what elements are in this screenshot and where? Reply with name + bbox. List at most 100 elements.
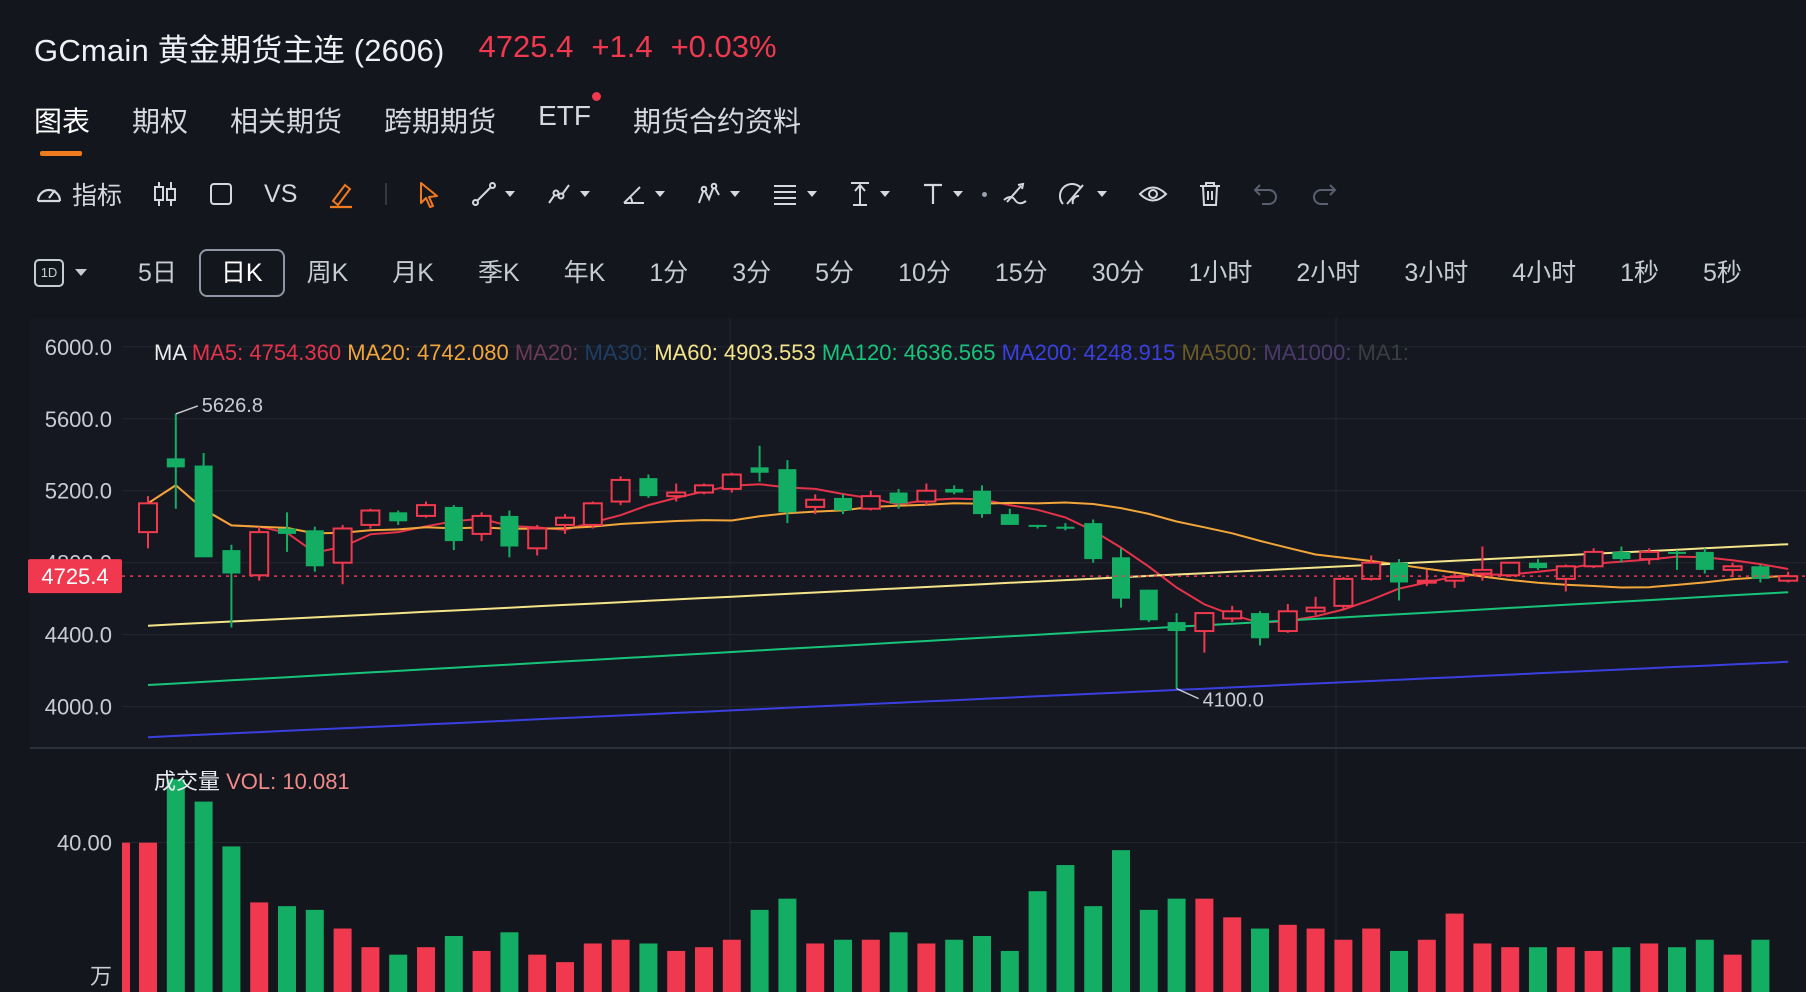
candle [138, 496, 158, 549]
tab-related-futures[interactable]: 相关期货 [230, 100, 342, 146]
candle-body [1695, 551, 1714, 570]
text-tool[interactable] [921, 172, 964, 216]
candle-body [834, 497, 852, 511]
period-1s[interactable]: 1秒 [1620, 259, 1660, 287]
volume-bar [1640, 943, 1659, 992]
candle [500, 510, 519, 558]
period-30min[interactable]: 30分 [1091, 259, 1145, 287]
volume-bar [1390, 950, 1408, 992]
volume-bar [1195, 898, 1214, 992]
candle-body [778, 469, 797, 513]
candle-body [305, 530, 324, 567]
visibility-toggle[interactable] [1138, 172, 1168, 216]
y-tick-label: 5200.0 [45, 479, 112, 504]
period-5d[interactable]: 5日 [138, 259, 177, 287]
tab-calendar-spread[interactable]: 跨期期货 [384, 100, 496, 146]
undo-icon [1252, 181, 1280, 207]
tab-options[interactable]: 期权 [132, 100, 188, 146]
candle [1139, 589, 1158, 623]
candle [805, 494, 826, 515]
period-weekly[interactable]: 周K [306, 259, 349, 287]
volume-bar [611, 939, 630, 992]
trendline-tool[interactable] [471, 172, 516, 216]
candle-body [1416, 579, 1437, 584]
period-daily[interactable]: 日K [198, 249, 285, 297]
volume-bar [861, 939, 880, 992]
period-monthly[interactable]: 月K [392, 259, 434, 287]
candle-body [1194, 612, 1215, 633]
candlestick-icon [152, 179, 178, 209]
period-10min[interactable]: 10分 [898, 259, 951, 287]
multiline-tool[interactable] [546, 172, 591, 216]
tab-chart-label: 图表 [34, 106, 91, 137]
candle [916, 483, 937, 506]
brush-button[interactable] [327, 172, 355, 216]
redo-icon [1310, 181, 1338, 207]
period-2h[interactable]: 2小时 [1296, 259, 1361, 287]
volume-bar [834, 939, 852, 992]
redo-button[interactable] [1310, 172, 1338, 216]
candle-body [166, 458, 185, 468]
instrument-title: GCmain 黄金期货主连 (2606) [34, 32, 445, 68]
volume-bar [917, 943, 936, 992]
volume-bar [1112, 850, 1130, 992]
period-quarterly[interactable]: 季K [477, 259, 520, 287]
hide-drawings-tool[interactable] [1059, 172, 1108, 216]
square-icon [208, 181, 234, 207]
candle [1251, 611, 1269, 646]
volume-bar [1139, 909, 1158, 992]
volume-bar [1584, 950, 1603, 992]
period-dropdown[interactable]: 1D [34, 259, 88, 287]
cursor-icon [417, 180, 441, 208]
candle-body [1390, 562, 1408, 583]
candle-body [694, 484, 714, 494]
period-4h[interactable]: 4小时 [1512, 259, 1577, 287]
candle-body [1251, 613, 1269, 639]
period-3h[interactable]: 3小时 [1404, 259, 1469, 287]
candle [1695, 548, 1714, 574]
chevron-down-icon [1096, 190, 1108, 198]
undo-button[interactable] [1252, 172, 1280, 216]
period-yearly[interactable]: 年K [563, 259, 606, 287]
fib-icon [771, 181, 799, 207]
period-5s[interactable]: 5秒 [1703, 259, 1742, 287]
volume-bar [528, 954, 547, 992]
vs-icon: VS [264, 179, 298, 208]
cursor-tool[interactable] [417, 172, 441, 216]
pattern-tool[interactable] [696, 172, 741, 216]
candle [166, 413, 185, 509]
layout-button[interactable] [208, 172, 234, 216]
y-tick-label: 5600.0 [45, 407, 112, 432]
candle [721, 472, 742, 493]
period-3min[interactable]: 3分 [732, 259, 772, 287]
angle-tool[interactable] [621, 172, 666, 216]
period-5min[interactable]: 5分 [815, 259, 855, 287]
candle [1555, 564, 1576, 592]
ma-legend-item: MA1000: [1263, 340, 1357, 365]
period-1h[interactable]: 1小时 [1188, 259, 1253, 287]
compare-button[interactable]: VS [264, 172, 297, 216]
tab-contract-info-label: 期货合约资料 [632, 106, 801, 137]
tab-contract-info[interactable]: 期货合约资料 [633, 100, 801, 146]
tab-etf[interactable]: ETF [538, 92, 601, 146]
period-1min[interactable]: 1分 [649, 259, 689, 287]
measure-tool[interactable] [1001, 172, 1029, 216]
vertical-tool[interactable] [848, 172, 891, 216]
volume-bar [444, 936, 463, 992]
period-15min[interactable]: 15分 [994, 259, 1048, 287]
candle-body [1333, 577, 1354, 607]
price-change-percent: +0.03% [670, 29, 777, 64]
y-tick-label: 6000.0 [45, 335, 112, 360]
delete-drawings-button[interactable] [1198, 172, 1222, 216]
candle-body [1668, 551, 1686, 554]
chart-type-button[interactable] [152, 172, 178, 216]
candle-body [416, 504, 436, 517]
notification-dot [591, 92, 601, 101]
fib-tool[interactable] [771, 172, 818, 216]
hide-drawing-icon [1059, 180, 1089, 208]
ma-legend-item: MA60: 4903.553 [654, 340, 822, 365]
tab-chart[interactable]: 图表 [34, 100, 91, 156]
candle [416, 501, 436, 518]
indicator-button[interactable]: 指标 [34, 172, 122, 216]
